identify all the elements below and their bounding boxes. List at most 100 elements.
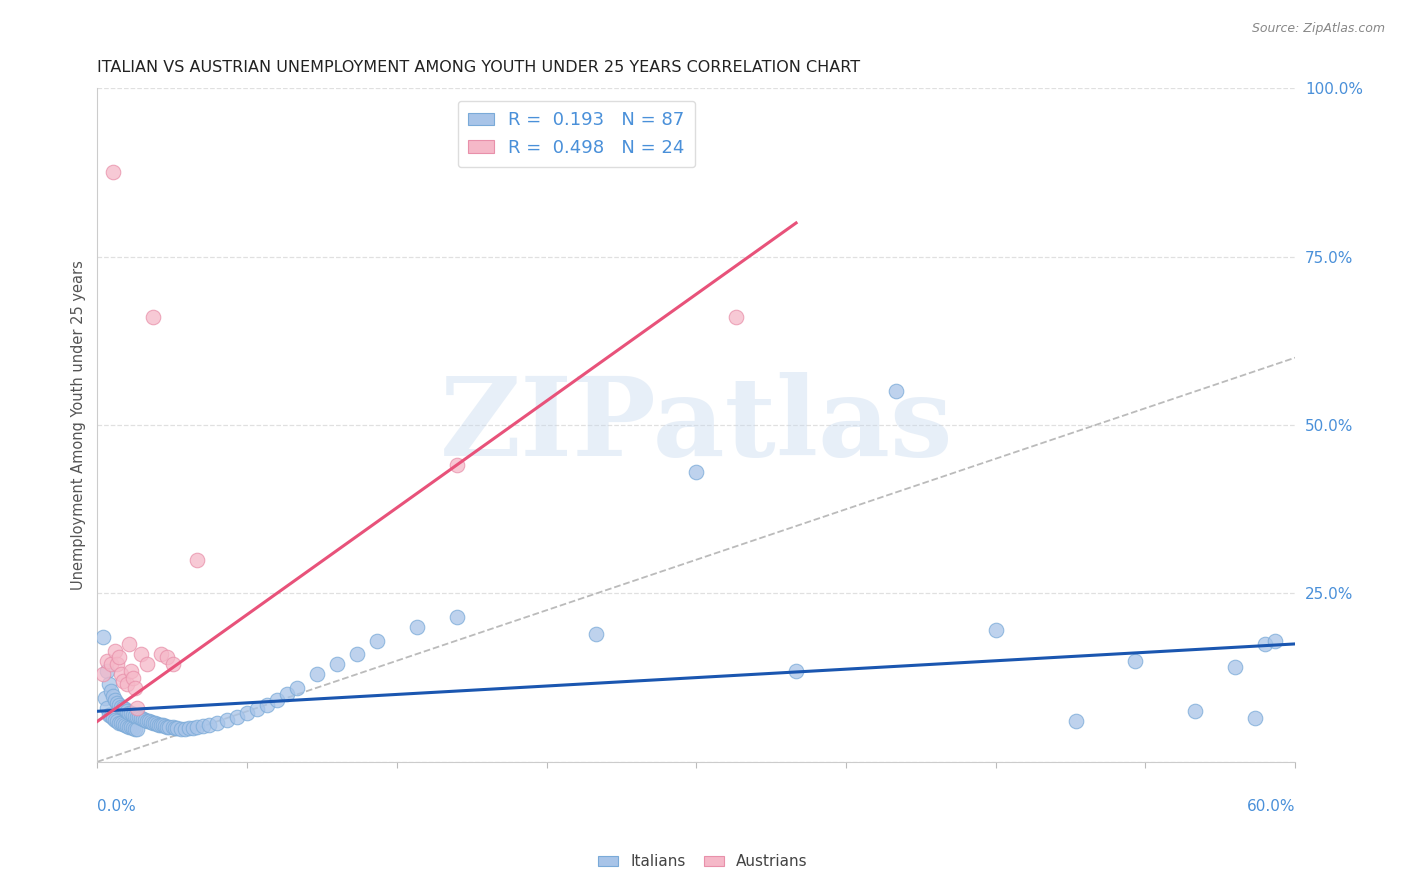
Point <box>162 721 184 735</box>
Point <box>108 715 131 730</box>
Point <box>104 643 127 657</box>
Point <box>96 664 118 678</box>
Point <box>108 698 131 712</box>
Point <box>1184 704 1206 718</box>
Point <box>405 620 427 634</box>
Point <box>142 715 165 730</box>
Point <box>446 458 468 473</box>
Point <box>129 647 152 661</box>
Point <box>103 165 125 179</box>
Point <box>98 677 121 691</box>
Point <box>110 716 132 731</box>
Point <box>156 650 179 665</box>
Point <box>136 657 159 672</box>
Point <box>217 713 239 727</box>
Point <box>1244 711 1267 725</box>
Point <box>785 664 807 678</box>
Point <box>141 714 163 729</box>
Point <box>446 610 468 624</box>
Point <box>118 637 141 651</box>
Point <box>124 681 146 695</box>
Point <box>120 706 142 721</box>
Point <box>117 719 139 733</box>
Point <box>98 707 121 722</box>
Point <box>305 667 328 681</box>
Point <box>100 684 122 698</box>
Point <box>122 707 145 722</box>
Point <box>179 721 201 735</box>
Point <box>984 624 1007 638</box>
Text: 60.0%: 60.0% <box>1247 799 1295 814</box>
Point <box>170 722 193 736</box>
Point <box>110 699 132 714</box>
Point <box>127 709 149 723</box>
Point <box>884 384 907 399</box>
Point <box>276 688 298 702</box>
Point <box>366 633 388 648</box>
Point <box>198 717 221 731</box>
Point <box>585 627 607 641</box>
Point <box>108 650 131 665</box>
Point <box>226 709 249 723</box>
Point <box>112 717 135 731</box>
Point <box>124 722 146 736</box>
Point <box>1264 633 1286 648</box>
Point <box>285 681 308 695</box>
Point <box>105 714 128 729</box>
Point <box>1225 660 1247 674</box>
Point <box>103 689 125 703</box>
Point <box>150 647 173 661</box>
Point <box>114 717 136 731</box>
Point <box>181 721 204 735</box>
Point <box>134 713 156 727</box>
Point <box>100 657 122 672</box>
Point <box>110 667 132 681</box>
Point <box>91 667 114 681</box>
Point <box>117 704 139 718</box>
Point <box>156 720 179 734</box>
Point <box>94 690 117 705</box>
Point <box>174 722 197 736</box>
Point <box>157 720 180 734</box>
Text: ITALIAN VS AUSTRIAN UNEMPLOYMENT AMONG YOUTH UNDER 25 YEARS CORRELATION CHART: ITALIAN VS AUSTRIAN UNEMPLOYMENT AMONG Y… <box>97 60 860 75</box>
Point <box>104 693 127 707</box>
Point <box>146 717 169 731</box>
Point <box>105 657 128 672</box>
Point <box>103 711 125 725</box>
Point <box>118 706 141 720</box>
Point <box>138 714 160 729</box>
Point <box>685 465 707 479</box>
Text: Source: ZipAtlas.com: Source: ZipAtlas.com <box>1251 22 1385 36</box>
Point <box>129 711 152 725</box>
Point <box>127 701 149 715</box>
Point <box>246 702 269 716</box>
Point <box>114 702 136 716</box>
Point <box>122 671 145 685</box>
Point <box>256 698 278 712</box>
Point <box>155 719 177 733</box>
Point <box>91 630 114 644</box>
Point <box>112 701 135 715</box>
Point <box>266 693 288 707</box>
Point <box>122 721 145 735</box>
Point <box>346 647 368 661</box>
Text: ZIPatlas: ZIPatlas <box>440 372 953 478</box>
Y-axis label: Unemployment Among Youth under 25 years: Unemployment Among Youth under 25 years <box>72 260 86 590</box>
Point <box>128 710 150 724</box>
Point <box>236 706 259 721</box>
Point <box>127 723 149 737</box>
Point <box>186 720 208 734</box>
Point <box>100 709 122 723</box>
Point <box>152 718 174 732</box>
Point <box>120 664 142 678</box>
Point <box>96 654 118 668</box>
Point <box>162 657 184 672</box>
Point <box>142 310 165 325</box>
Point <box>148 717 170 731</box>
Point <box>725 310 748 325</box>
Point <box>112 673 135 688</box>
Point <box>117 677 139 691</box>
Point <box>96 701 118 715</box>
Point <box>143 716 166 731</box>
Point <box>165 721 187 735</box>
